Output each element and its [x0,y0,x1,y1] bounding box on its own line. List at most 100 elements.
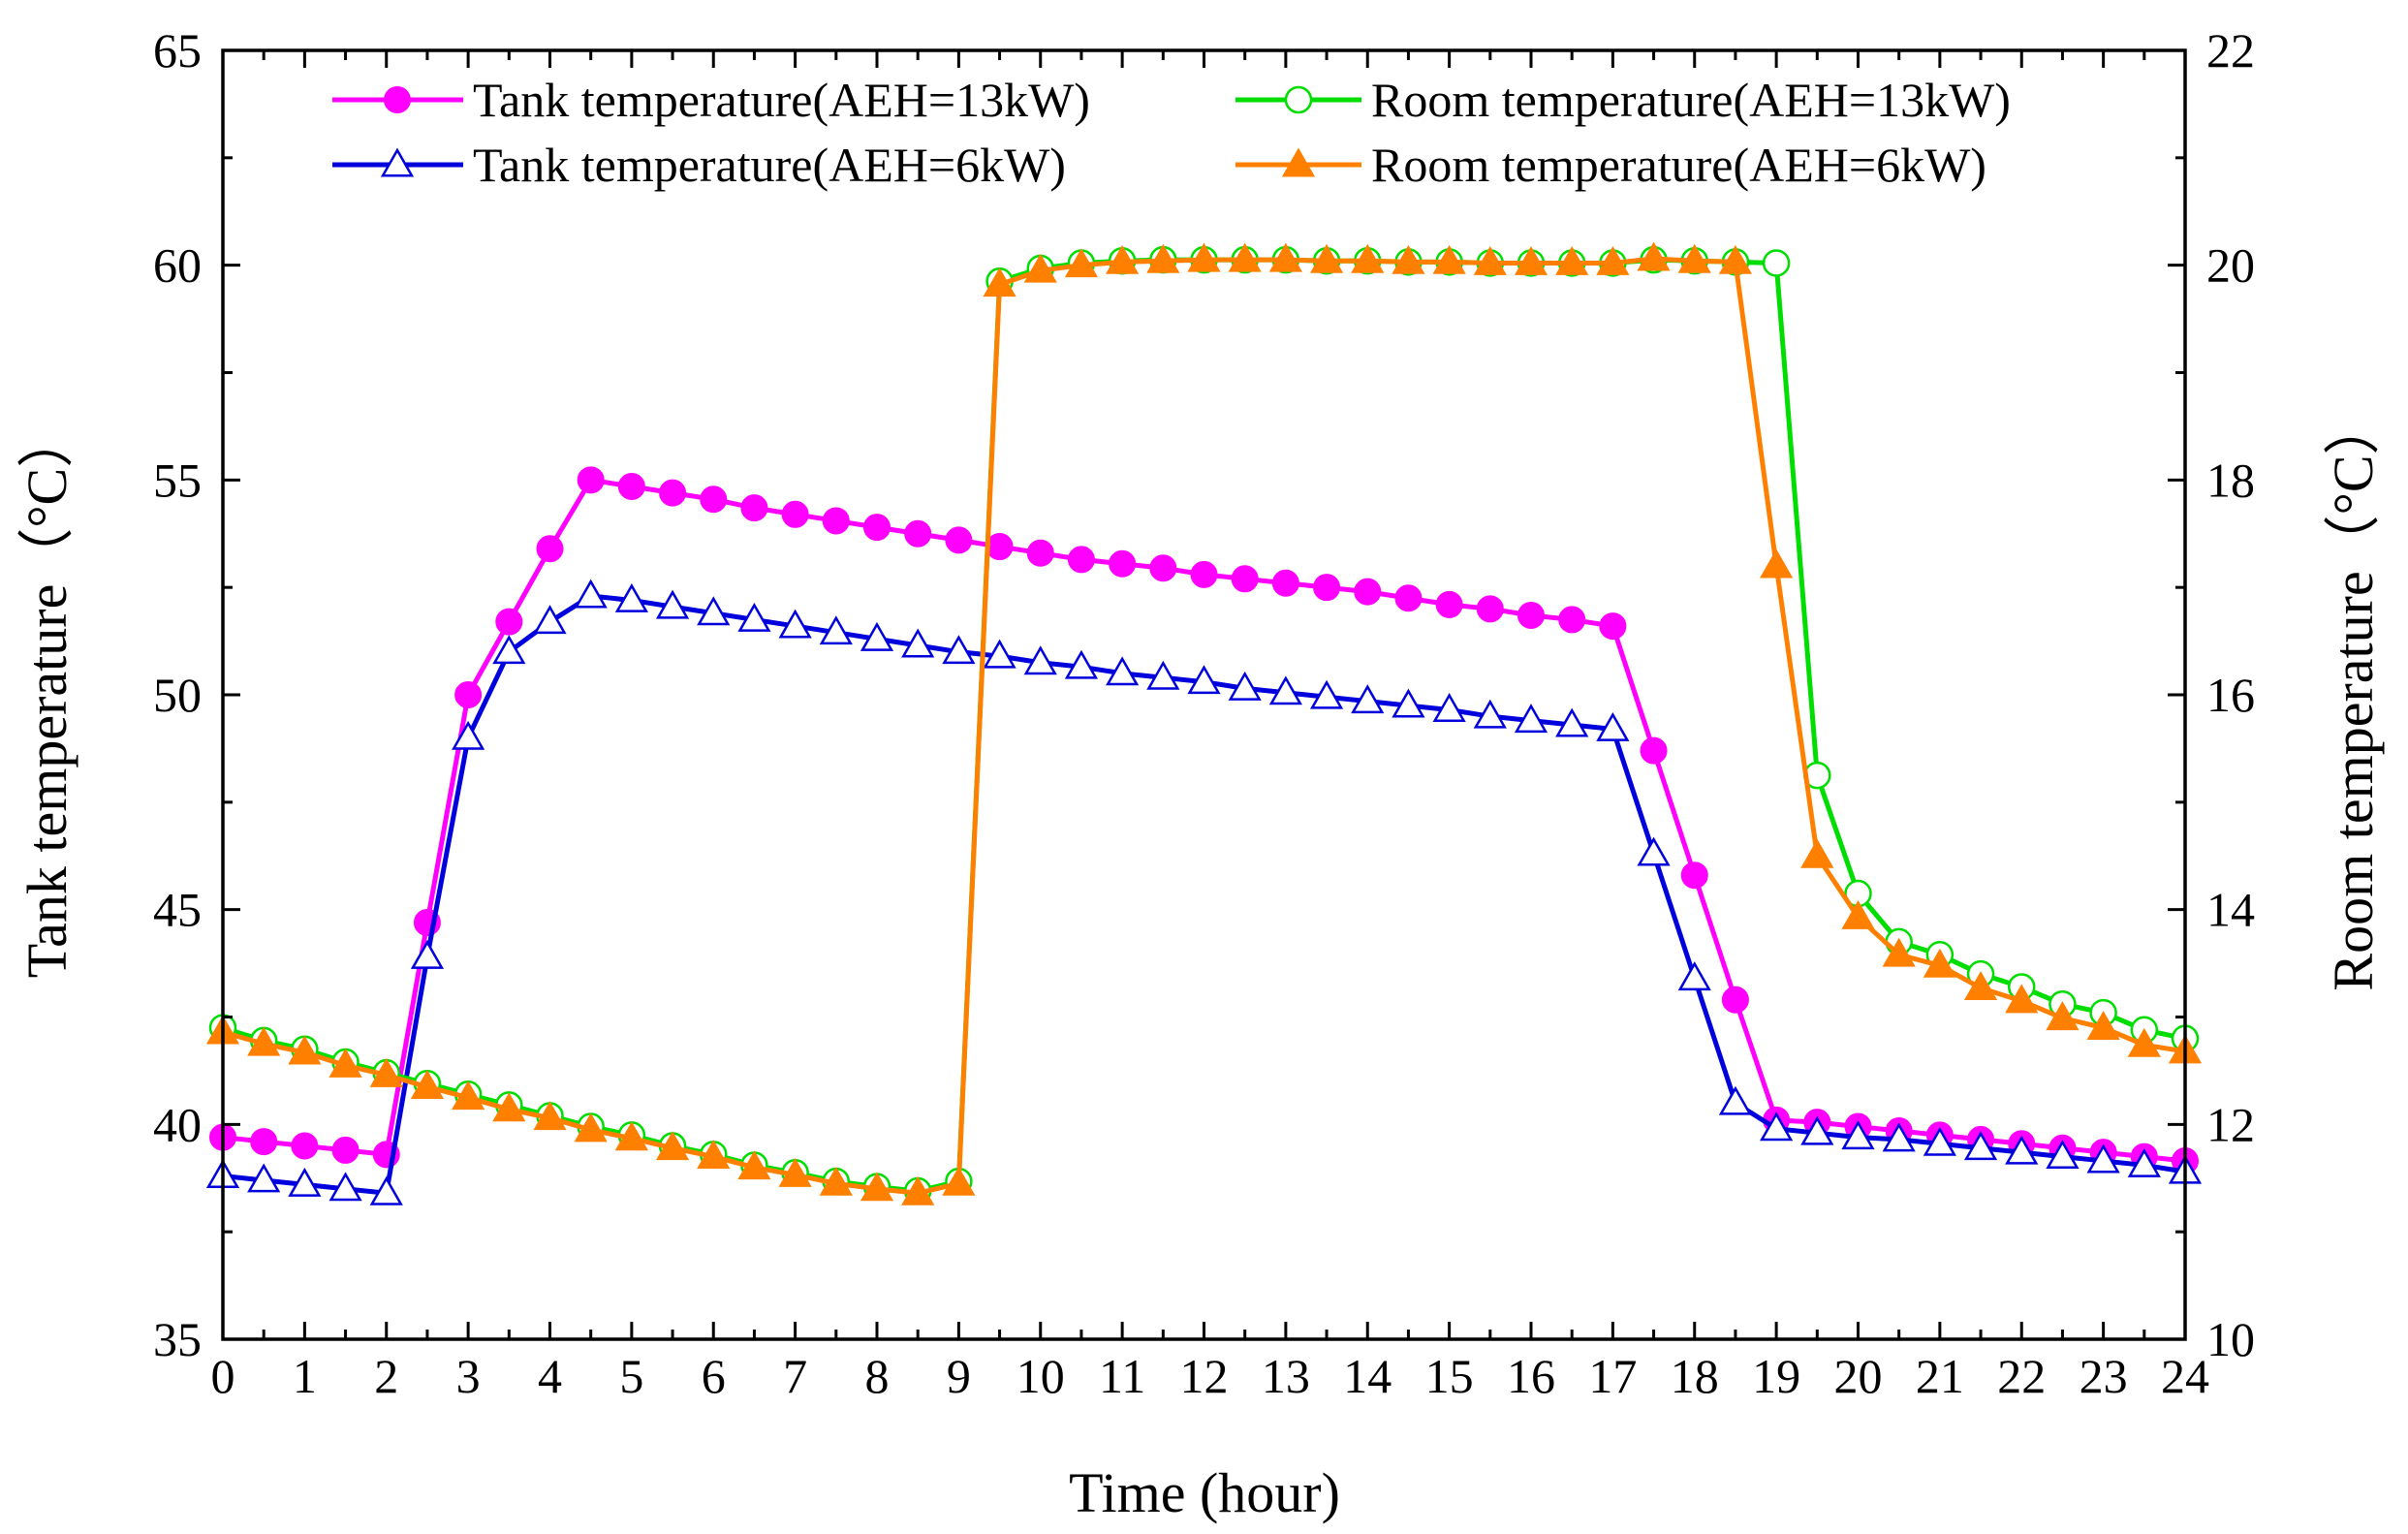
legend-marker-shape [384,86,411,113]
legend-label-room-6kw: Room temperature(AEH=6kW) [1371,138,1986,192]
data-point [985,533,1014,561]
x-tick-label: 3 [456,1349,481,1403]
data-point [778,1157,812,1187]
data-point [778,609,812,639]
data-point [655,589,690,619]
x-tick-label: 4 [538,1349,562,1403]
y-right-tick-label: 12 [2206,1097,2255,1151]
data-point [369,1175,403,1205]
data-point [574,579,608,609]
y-left-tick-label: 60 [153,238,202,293]
data-point [1146,660,1180,690]
legend-marker-shape [380,147,415,177]
data-point [2005,1135,2039,1165]
data-point [331,1136,360,1164]
x-axis-title: Time (hour) [1069,1461,1340,1524]
data-point [2005,984,2039,1014]
data-point [1882,937,1916,967]
data-point [1435,590,1463,618]
data-point [1800,838,1834,868]
x-tick-label: 16 [1507,1349,1555,1403]
data-point [250,1128,278,1156]
y-axis-right-title: Room temperature（°C） [2322,398,2385,990]
y-right-tick-label: 18 [2206,453,2255,507]
data-point [533,605,567,635]
y-left-tick-label: 65 [153,23,202,78]
ticks-layer: 0 1 2 3 4 5 6 7 8 9 10 11 12 13 14 15 16 17 18 19 20 21 22 23 24… [153,23,2255,1403]
data-point [1558,606,1586,634]
data-point [1392,688,1425,718]
data-point [1677,961,1711,991]
data-point [1517,601,1545,629]
y-right-tick-label: 14 [2206,883,2255,937]
data-point [901,1175,935,1205]
data-point [1841,899,1875,929]
legend-entry-tank-6kw: Tank temperature(AEH=6kW) [332,138,1066,192]
data-point [1923,948,1956,978]
data-point [574,1112,608,1143]
data-point [1106,656,1140,686]
data-point [1841,1120,1875,1150]
data-point [1309,679,1344,709]
data-point [1228,242,1262,272]
data-point [1026,539,1054,567]
legend-marker-room-13kw [1284,85,1313,114]
data-point [1187,242,1221,272]
data-point [410,1070,445,1100]
data-point [1596,711,1630,741]
data-point [247,1026,281,1056]
data-point [1109,549,1137,578]
data-point [1187,665,1221,695]
data-point [577,466,605,494]
data-point [1023,645,1057,675]
data-point [1190,560,1218,588]
data-point [740,494,768,522]
data-point [1392,244,1425,274]
data-point [452,1080,485,1111]
data-point [291,1132,319,1160]
data-point [1637,241,1671,271]
data-point [697,1140,731,1170]
data-point [1718,1085,1753,1115]
y-axis-left-title: Tank temperature（°C） [16,412,78,978]
data-point [1514,245,1548,275]
data-point [983,267,1016,297]
data-point [1023,253,1057,283]
data-point [1680,861,1708,890]
data-point [1432,244,1466,274]
x-tick-label: 24 [2161,1349,2209,1403]
data-point [1313,574,1341,602]
data-point [1309,243,1344,273]
data-point [1637,836,1671,866]
legend-marker-shape [1281,147,1316,177]
data-point [1149,554,1177,582]
series-3 [205,241,2203,1205]
data-point [822,507,850,535]
series-layer [205,241,2203,1205]
legend: Tank temperature(AEH=13kW) Tank temperat… [332,73,2011,192]
data-point [536,535,564,563]
data-point [781,500,809,528]
data-point [1476,595,1504,623]
data-point [659,479,687,507]
data-point [1473,245,1507,275]
data-point [737,602,771,632]
data-point [1432,693,1466,722]
data-point [1106,244,1140,274]
x-tick-label: 8 [865,1349,890,1403]
data-point [1640,736,1668,765]
legend-label-tank-13kw: Tank temperature(AEH=13kW) [473,73,1090,127]
data-point [1677,243,1711,273]
x-tick-label: 22 [1997,1349,2046,1403]
data-point [1268,242,1302,272]
data-point [328,1172,362,1202]
data-point [737,1150,771,1180]
x-tick-label: 15 [1425,1349,1474,1403]
data-point [2086,1143,2120,1174]
x-tick-label: 13 [1262,1349,1310,1403]
data-point [1555,245,1589,275]
data-point [288,1167,322,1197]
x-tick-label: 7 [783,1349,807,1403]
